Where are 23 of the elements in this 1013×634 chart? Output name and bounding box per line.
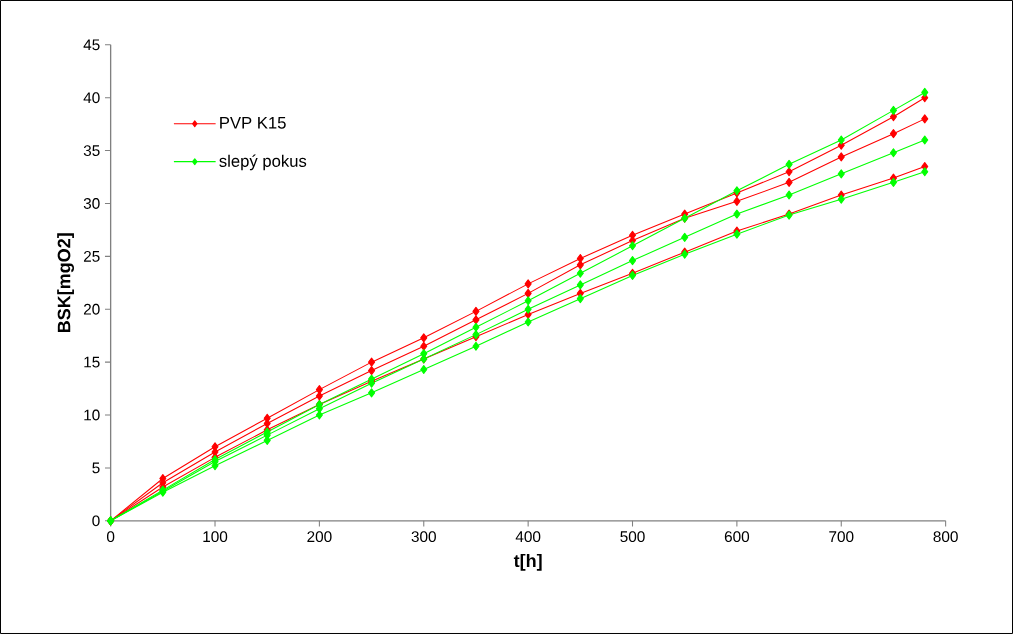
y-tick-label: 10 (84, 409, 100, 421)
y-tick-label: 45 (83, 39, 100, 51)
x-tick-label: 100 (203, 531, 228, 543)
y-tick-label: 40 (83, 92, 100, 104)
y-tick-label: 5 (92, 462, 100, 474)
x-tick-label: 400 (515, 531, 541, 543)
legend-label: PVP K15 (220, 117, 286, 129)
legend-label: slepý pokus (219, 154, 307, 171)
y-tick-label: 20 (83, 303, 100, 315)
y-tick-label: 25 (83, 250, 100, 262)
x-tick-label: 600 (724, 531, 750, 543)
x-tick-label: 500 (620, 531, 645, 543)
y-tick-label: 30 (83, 198, 100, 209)
y-tick-label: 15 (84, 356, 100, 368)
x-axis-title: t[h] (513, 553, 542, 571)
y-tick-label: 35 (83, 145, 100, 157)
x-tick-label: 700 (829, 531, 854, 543)
x-tick-label: 200 (307, 531, 332, 543)
x-tick-label: 0 (106, 531, 115, 543)
x-tick-label: 300 (411, 531, 436, 543)
x-tick-label: 800 (933, 531, 958, 543)
y-axis-title: BSK[mgO2] (57, 233, 75, 333)
y-tick-label: 0 (92, 515, 100, 527)
